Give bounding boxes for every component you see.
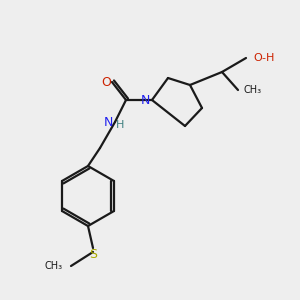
Text: O: O bbox=[101, 76, 111, 88]
Text: N: N bbox=[103, 116, 113, 128]
Text: S: S bbox=[89, 248, 97, 260]
Text: CH₃: CH₃ bbox=[45, 261, 63, 271]
Text: O-H: O-H bbox=[253, 53, 274, 63]
Text: H: H bbox=[116, 120, 124, 130]
Text: CH₃: CH₃ bbox=[243, 85, 261, 95]
Text: N: N bbox=[140, 94, 150, 106]
